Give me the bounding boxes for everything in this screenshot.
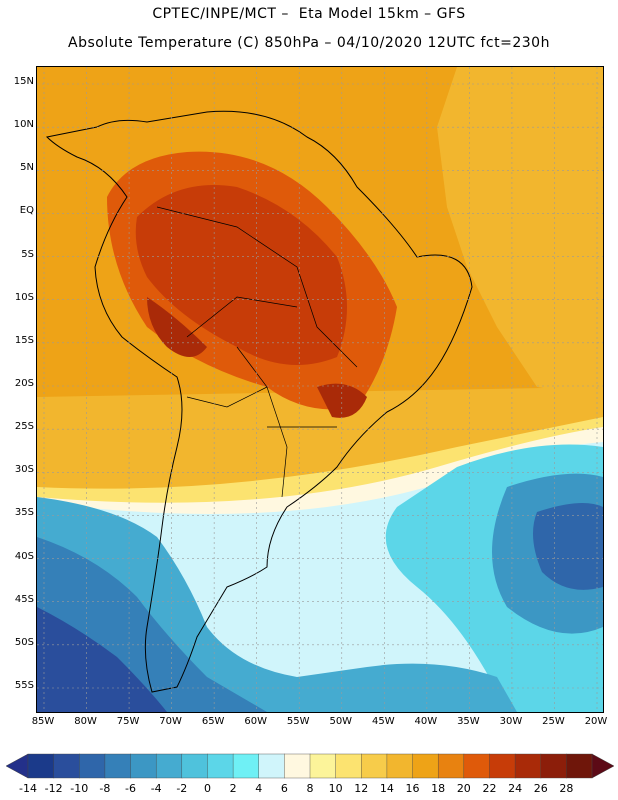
colorbar-swatch [284, 753, 311, 779]
latitude-tick-label: 25S [14, 421, 34, 433]
colorbar-swatch [309, 753, 337, 779]
colorbar-low-cap [6, 753, 29, 779]
field-south-minus12 [37, 607, 167, 712]
colorbar-swatch [27, 753, 55, 779]
colorbar-swatch [79, 753, 106, 779]
colorbar-swatch [489, 753, 516, 779]
chart-title-line2: Absolute Temperature (C) 850hPa – 04/10/… [68, 35, 550, 51]
colorbar-tick-label: 8 [306, 782, 314, 795]
colorbar-swatch [258, 753, 285, 779]
latitude-tick-label: 20S [14, 378, 34, 389]
colorbar-tick-label: 4 [255, 782, 263, 795]
graticule [37, 67, 603, 712]
latitude-tick-label: 40S [14, 550, 34, 562]
field-atlantic-minus10 [533, 503, 603, 590]
colorbar-tick-label: 24 [508, 782, 523, 795]
longitude-tick-label: 80W [74, 716, 97, 727]
colorbar-tick-label: 14 [379, 782, 394, 795]
colorbar-tick-label: 10 [328, 782, 343, 795]
latitude-tick-label: 45S [14, 593, 34, 605]
colorbar-tick-label: 12 [354, 782, 369, 795]
colorbar-tick-label: -6 [125, 782, 137, 795]
colorbar-swatch [207, 753, 234, 779]
latitude-tick-label: 15N [13, 76, 34, 87]
colorbar-swatch [335, 753, 362, 779]
colorbar-tick-label: -12 [44, 782, 63, 795]
colorbar-swatch [130, 753, 157, 779]
latitude-tick-label: EQ [19, 205, 34, 217]
colorbar-swatch [386, 753, 414, 779]
longitude-tick-label: 55W [286, 716, 310, 727]
colorbar-swatch [232, 753, 260, 779]
colorbar-tick-label: 18 [431, 782, 446, 795]
colorbar-tick-label: 22 [482, 782, 497, 795]
colorbar-tick-label: 26 [533, 782, 548, 795]
latitude-tick-label: 35S [14, 507, 34, 519]
chart-title-line1: CPTEC/INPE/MCT – Eta Model 15km – GFS [152, 6, 466, 22]
colorbar-tick-label: 28 [559, 782, 574, 795]
colorbar-swatch [53, 753, 80, 779]
colorbar-swatch [412, 753, 439, 779]
field-south-brazil-26 [317, 383, 367, 418]
latitude-tick-label: 10N [13, 119, 34, 131]
latitude-tick-label: 5S [21, 248, 34, 260]
longitude-tick-label: 65W [201, 716, 225, 727]
colorbar-swatch [155, 753, 183, 779]
colorbar-tick-label: 0 [203, 782, 211, 795]
longitude-tick-label: 85W [31, 716, 55, 727]
colorbar-swatch [514, 753, 542, 779]
longitude-tick-label: 75W [116, 716, 140, 727]
temperature-map [36, 66, 604, 713]
longitude-tick-label: 50W [329, 716, 353, 727]
colorbar-tick-label: -8 [99, 782, 111, 795]
colorbar-tick-label: -4 [150, 782, 162, 795]
colorbar-high-cap [591, 753, 614, 779]
latitude-tick-label: 50S [14, 636, 34, 648]
colorbar-swatch [104, 753, 132, 779]
field-continent-26 [147, 297, 207, 357]
field-atlantic-18 [437, 67, 603, 397]
colorbar-swatch [463, 753, 490, 779]
colorbar-swatch [540, 753, 567, 779]
longitude-tick-label: 25W [542, 716, 565, 727]
country-borders [156, 206, 358, 498]
latitude-tick-label: 5N [20, 162, 34, 174]
longitude-tick-label: 45W [371, 716, 395, 727]
colorbar-tick-label: 6 [280, 782, 288, 795]
colorbar-tick-label: 20 [456, 782, 471, 795]
colorbar-tick-label: 2 [229, 782, 237, 795]
latitude-tick-label: 15S [14, 334, 34, 346]
colorbar-swatch [361, 753, 388, 779]
colorbar-swatch [181, 753, 208, 779]
map-canvas [37, 67, 603, 712]
colorbar-tick-label: 16 [405, 782, 420, 795]
colorbar-swatch [437, 753, 465, 779]
colorbar-swatch [566, 753, 593, 779]
colorbar-tick-label: -14 [19, 782, 37, 795]
latitude-tick-label: 30S [14, 464, 34, 476]
colorbar [6, 753, 614, 779]
longitude-tick-label: 20W [584, 716, 608, 727]
latitude-tick-label: 55S [14, 680, 34, 691]
latitude-tick-label: 10S [14, 291, 34, 303]
colorbar-tick-label: -2 [176, 782, 188, 795]
longitude-tick-label: 70W [159, 716, 182, 727]
coastline [45, 110, 473, 693]
field-continent-24 [135, 185, 347, 365]
longitude-tick-label: 60W [244, 716, 267, 727]
longitude-tick-label: 35W [457, 716, 480, 727]
longitude-tick-label: 30W [499, 716, 523, 727]
colorbar-tick-label: -10 [70, 782, 89, 795]
longitude-tick-label: 40W [414, 716, 438, 727]
